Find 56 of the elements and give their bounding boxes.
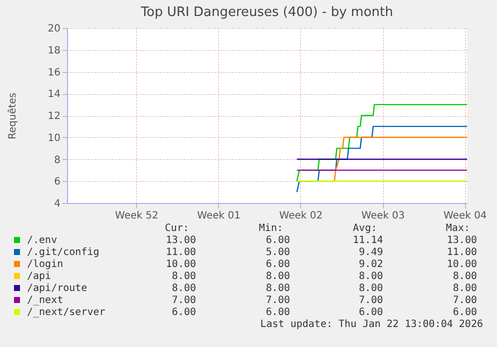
chart-title: Top URI Dangereuses (400) - by month (140, 5, 394, 20)
text: 8.00 (452, 283, 477, 294)
text: 7.00 (266, 295, 290, 306)
text: 10.00 (166, 259, 196, 270)
y-tick-label: 12 (48, 111, 60, 122)
y-tick-label: 10 (48, 132, 60, 144)
y-axis-title: Requêtes (8, 92, 18, 140)
y-tick-label: 18 (48, 45, 60, 56)
text: 13.00 (446, 235, 477, 246)
y-tick-label: 20 (48, 24, 60, 34)
x-tick-label: Week 04 (444, 210, 487, 222)
text: 10.00 (446, 259, 477, 270)
x-tick-label: Week 01 (197, 210, 240, 222)
legend-label: /api (27, 271, 52, 282)
text: 7.00 (358, 295, 383, 306)
text: 13.00 (166, 235, 196, 246)
text: 6.00 (172, 307, 196, 318)
text: Last update: Thu Jan 22 13:00:04 2026 (260, 319, 483, 330)
text: 8.00 (358, 283, 383, 294)
text: 7.00 (172, 295, 196, 306)
text: Avg: (352, 223, 377, 234)
legend-label: /login (27, 259, 64, 270)
y-tick-label: 6 (54, 176, 60, 188)
text: 6.00 (266, 259, 290, 270)
x-tick-label: Week 52 (115, 210, 158, 222)
text: 8.00 (266, 283, 290, 294)
x-tick-label: Week 02 (279, 210, 323, 222)
text: 6.00 (358, 307, 383, 318)
text: Min: (258, 223, 283, 234)
text: 8.00 (452, 271, 477, 282)
text: 6.00 (266, 235, 290, 246)
text: 11.00 (166, 247, 196, 258)
text: 7.00 (452, 295, 477, 306)
text: 11.00 (446, 247, 477, 258)
text: 5.00 (266, 247, 290, 258)
text: 8.00 (266, 271, 290, 282)
legend-label: /.git/config (27, 247, 100, 258)
text: 11.14 (352, 235, 383, 246)
x-tick-label: Week 03 (361, 210, 405, 222)
legend-label: /_next (27, 295, 64, 306)
text: 6.00 (452, 307, 477, 318)
legend-label: /_next/server (27, 307, 106, 318)
text: Max: (446, 223, 470, 234)
text: 8.00 (172, 271, 196, 282)
text: 9.02 (358, 259, 383, 270)
text: 8.00 (358, 271, 383, 282)
y-tick-label: 16 (48, 67, 60, 78)
text: 6.00 (266, 307, 290, 318)
y-tick-label: 8 (54, 154, 60, 166)
y-tick-label: 14 (48, 89, 60, 100)
legend-label: /.env (27, 235, 58, 246)
text: Cur: (164, 223, 189, 234)
y-tick-label: 4 (54, 198, 60, 210)
text: 9.49 (358, 247, 383, 258)
legend-label: /api/route (27, 283, 88, 294)
text: 8.00 (172, 283, 196, 294)
